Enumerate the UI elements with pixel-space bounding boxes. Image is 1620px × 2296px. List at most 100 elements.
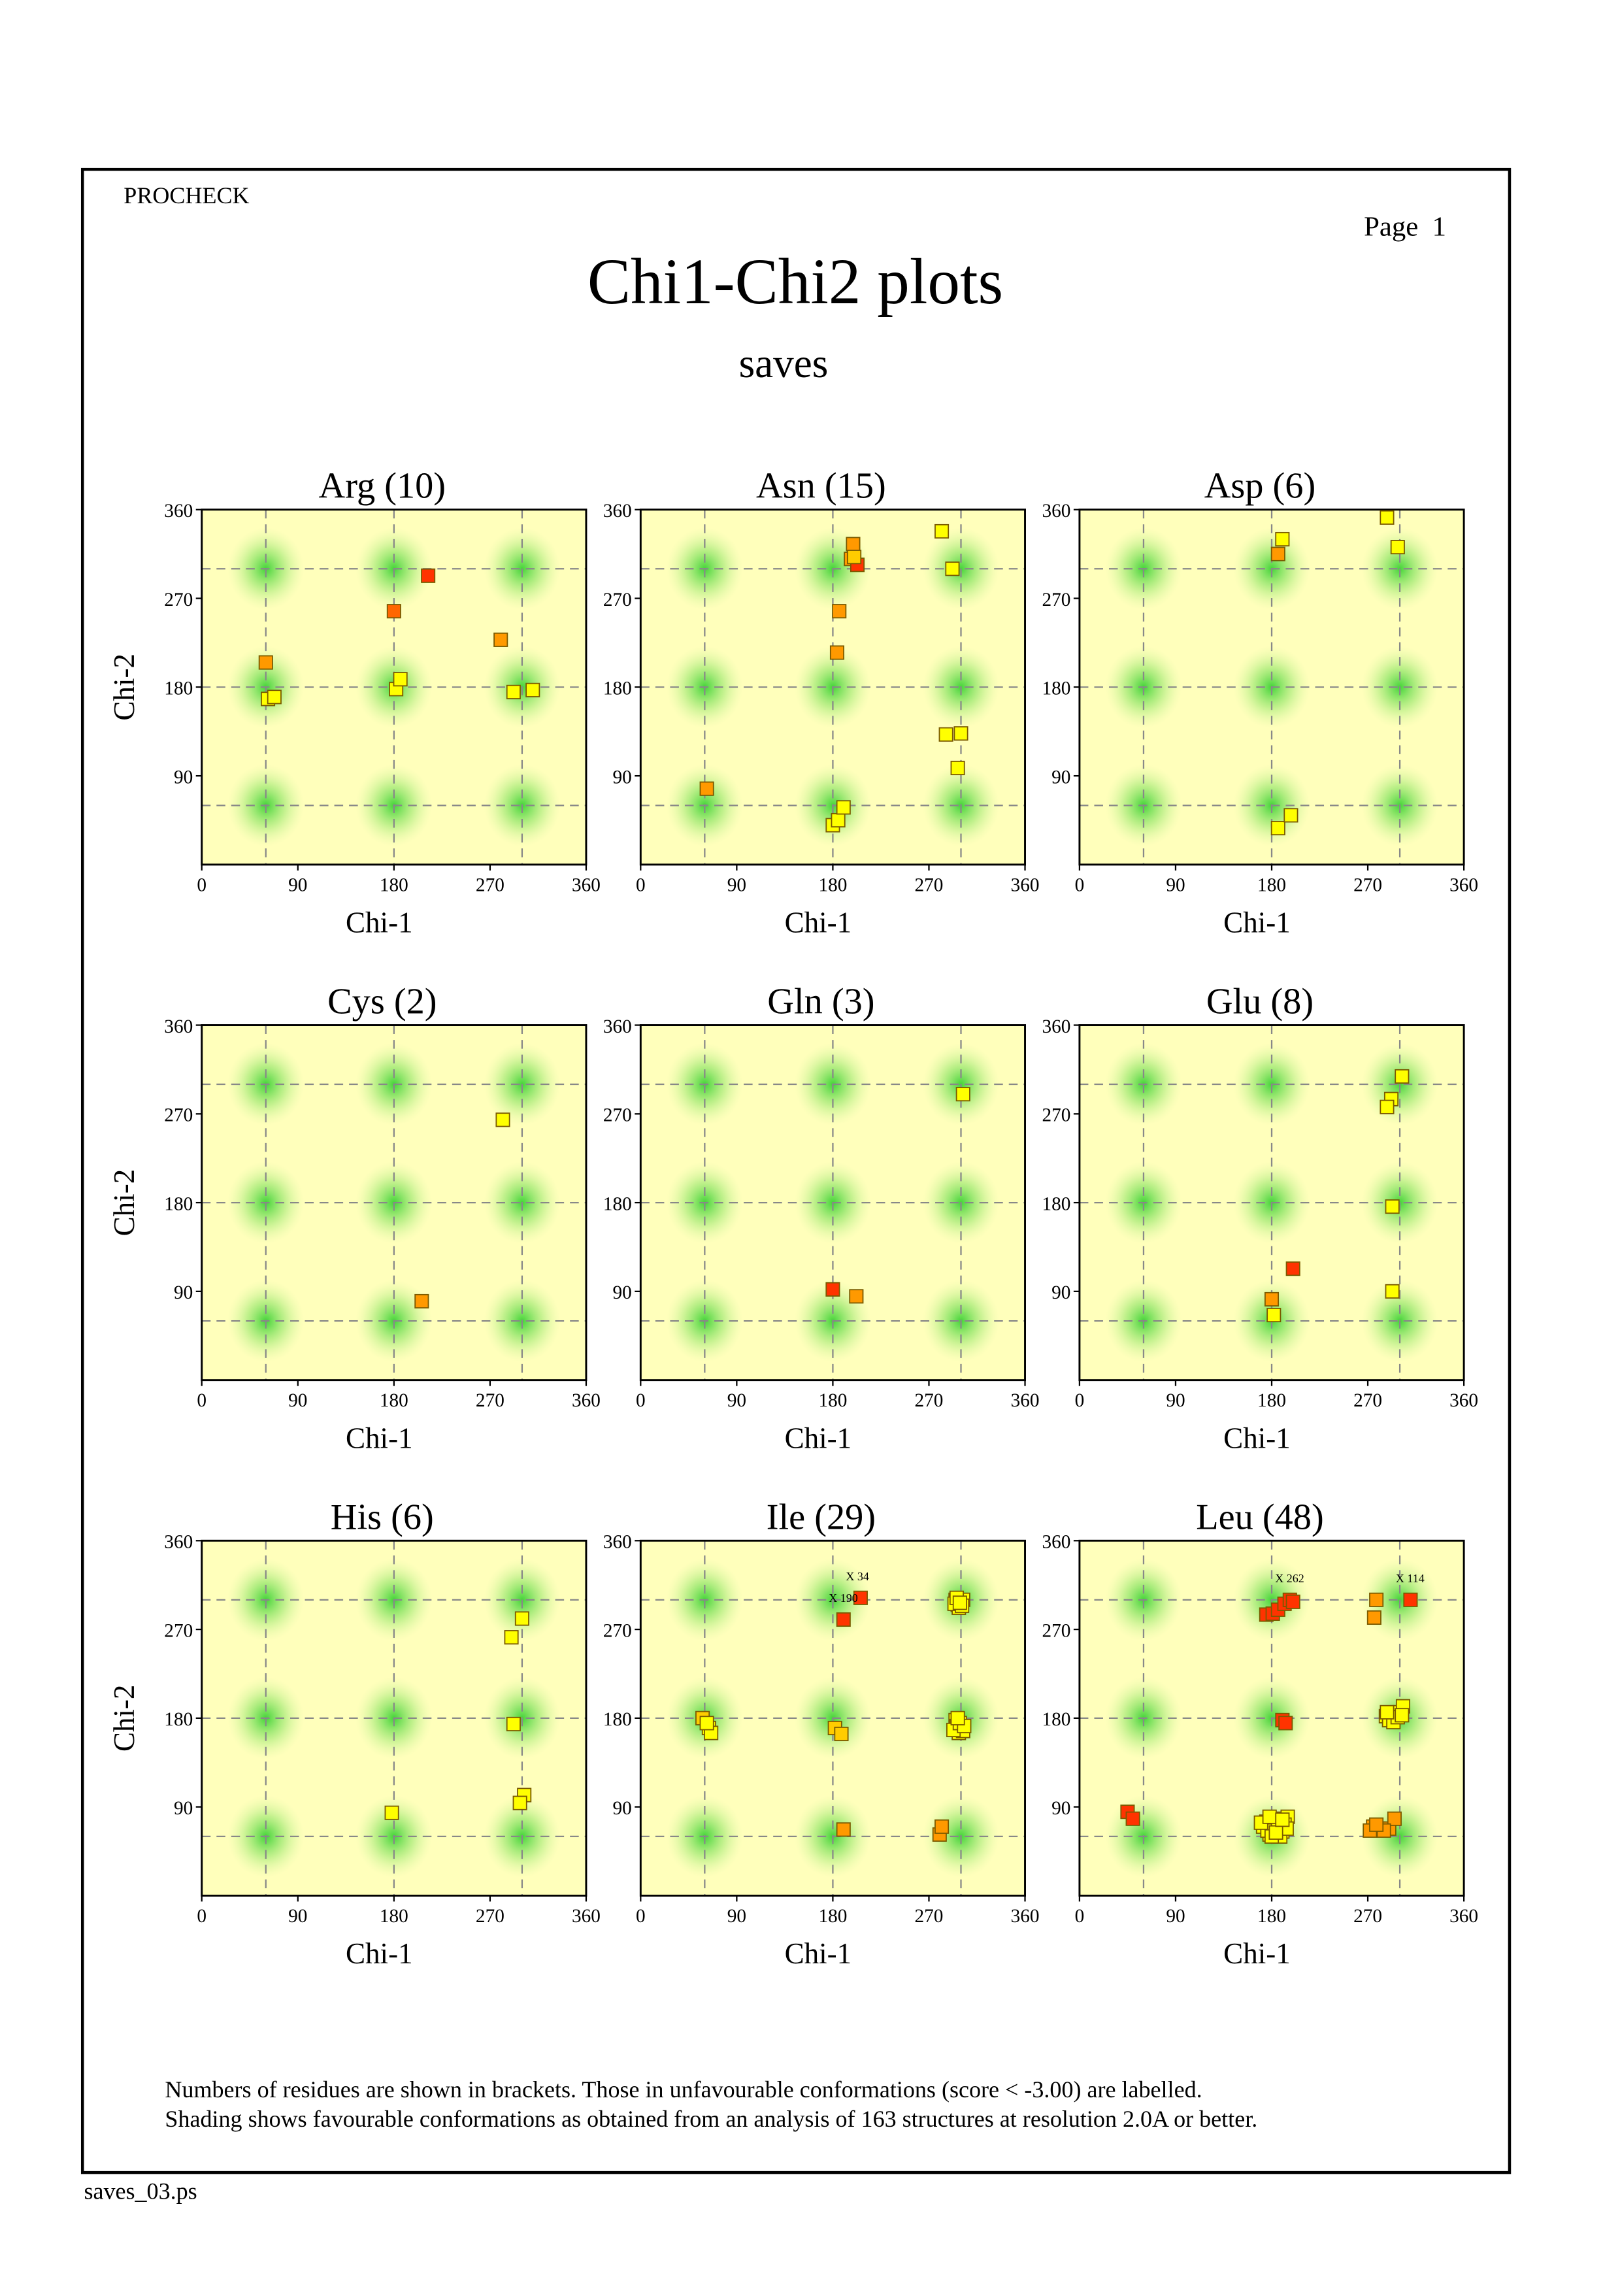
y-axis-label: Chi-2 — [108, 654, 141, 721]
data-point — [1275, 531, 1290, 547]
y-tick-label: 360 — [1042, 1532, 1070, 1553]
data-point — [849, 1289, 864, 1304]
data-point — [832, 604, 847, 619]
panel: 0 90 180 270 360 90 180 270 360 Leu (48) Chi-1 X 26… — [1042, 1497, 1478, 1970]
x-tick-label: 270 — [1353, 1906, 1382, 1927]
x-tick-label: 0 — [197, 874, 207, 895]
data-point — [836, 1822, 851, 1837]
x-tick-label: 270 — [1353, 1390, 1382, 1411]
page-title: Chi1-Chi2 plots — [587, 246, 1003, 318]
x-tick-label: 90 — [288, 1906, 307, 1927]
data-point — [393, 672, 408, 687]
x-tick-label: 270 — [915, 1390, 944, 1411]
panel: 0 90 180 270 360 90 180 270 360 Ile (29) Chi-1 X 34… — [603, 1497, 1040, 1970]
x-tick-label: 180 — [380, 1390, 408, 1411]
x-tick-label: 360 — [572, 874, 601, 895]
data-point — [846, 537, 861, 552]
data-point — [953, 726, 968, 741]
data-point — [386, 604, 401, 619]
data-point — [1380, 1099, 1395, 1114]
data-point — [504, 1630, 519, 1645]
y-tick-label: 180 — [603, 1193, 632, 1214]
x-axis-label: Chi-1 — [346, 1937, 413, 1970]
x-tick-label: 0 — [636, 1906, 646, 1927]
data-point — [1125, 1811, 1140, 1826]
y-tick-label: 270 — [603, 590, 632, 610]
x-tick-label: 180 — [380, 874, 408, 895]
data-point — [836, 800, 851, 815]
y-tick-label: 270 — [603, 1620, 632, 1641]
data-point — [1385, 1284, 1400, 1299]
data-point — [506, 684, 521, 699]
data-point — [950, 760, 965, 776]
y-tick-label: 180 — [1042, 1709, 1070, 1730]
data-point — [1278, 1716, 1293, 1731]
y-tick-label: 90 — [174, 1282, 193, 1303]
x-tick-label: 180 — [818, 874, 847, 895]
data-point — [825, 1282, 840, 1297]
panel: 0 90 180 270 360 90 180 270 360 Asp (6) Chi-1 — [1042, 466, 1478, 939]
panel-title: Asn (15) — [756, 466, 886, 507]
data-point — [1283, 808, 1298, 823]
data-point — [1385, 1199, 1400, 1214]
data-point — [836, 1612, 851, 1627]
x-tick-label: 180 — [1257, 874, 1286, 895]
y-tick-label: 90 — [613, 1282, 632, 1303]
x-tick-label: 270 — [1353, 874, 1382, 895]
panel: 0 90 180 270 360 90 180 270 360 Arg (10) Chi-1 Chi-… — [108, 466, 601, 939]
x-tick-label: 180 — [1257, 1390, 1286, 1411]
page-border — [80, 167, 1512, 2174]
data-point — [945, 561, 960, 576]
data-point — [514, 1611, 529, 1626]
data-point — [493, 632, 508, 647]
page-number: Page 1 — [1364, 212, 1446, 242]
x-tick-label: 0 — [1075, 1906, 1085, 1927]
y-tick-label: 360 — [1042, 501, 1070, 522]
file-name: saves_03.ps — [84, 2178, 197, 2204]
panel-title: Arg (10) — [319, 466, 446, 507]
x-tick-label: 360 — [1011, 874, 1040, 895]
y-tick-label: 360 — [1042, 1016, 1070, 1037]
x-axis-label: Chi-1 — [1223, 1422, 1291, 1454]
data-point — [1275, 1812, 1290, 1827]
x-tick-label: 0 — [636, 1390, 646, 1411]
y-tick-label: 360 — [603, 501, 632, 522]
data-point — [525, 682, 540, 697]
x-tick-label: 360 — [572, 1390, 601, 1411]
y-tick-label: 270 — [1042, 590, 1070, 610]
y-tick-label: 180 — [1042, 678, 1070, 699]
panel-title: Gln (3) — [767, 981, 874, 1022]
x-tick-label: 270 — [915, 1906, 944, 1927]
x-tick-label: 90 — [727, 1906, 746, 1927]
x-tick-label: 90 — [727, 1390, 746, 1411]
x-axis-label: Chi-1 — [346, 1422, 413, 1454]
panel-title: His (6) — [331, 1497, 434, 1537]
x-tick-label: 360 — [1449, 874, 1478, 895]
data-point — [934, 524, 950, 539]
y-tick-label: 270 — [1042, 1620, 1070, 1641]
y-tick-label: 360 — [603, 1532, 632, 1553]
y-tick-label: 90 — [1051, 1798, 1070, 1819]
x-tick-label: 90 — [288, 1390, 307, 1411]
x-tick-label: 360 — [572, 1906, 601, 1927]
data-point — [1380, 1705, 1395, 1720]
x-axis-label: Chi-1 — [1223, 907, 1291, 939]
y-tick-label: 180 — [603, 1709, 632, 1730]
y-tick-label: 90 — [1051, 767, 1070, 788]
data-point — [829, 645, 845, 660]
data-point — [267, 690, 282, 705]
panel-title: Ile (29) — [767, 1497, 876, 1537]
y-tick-label: 270 — [164, 1105, 193, 1126]
point-label: X 262 — [1275, 1572, 1304, 1585]
data-point — [512, 1795, 527, 1810]
x-tick-label: 270 — [476, 874, 504, 895]
data-point — [1268, 1825, 1283, 1840]
data-point — [506, 1716, 521, 1731]
x-tick-label: 180 — [818, 1390, 847, 1411]
x-tick-label: 90 — [1166, 1906, 1185, 1927]
data-point — [1395, 1708, 1410, 1723]
data-point — [938, 727, 953, 742]
y-tick-label: 270 — [164, 590, 193, 610]
